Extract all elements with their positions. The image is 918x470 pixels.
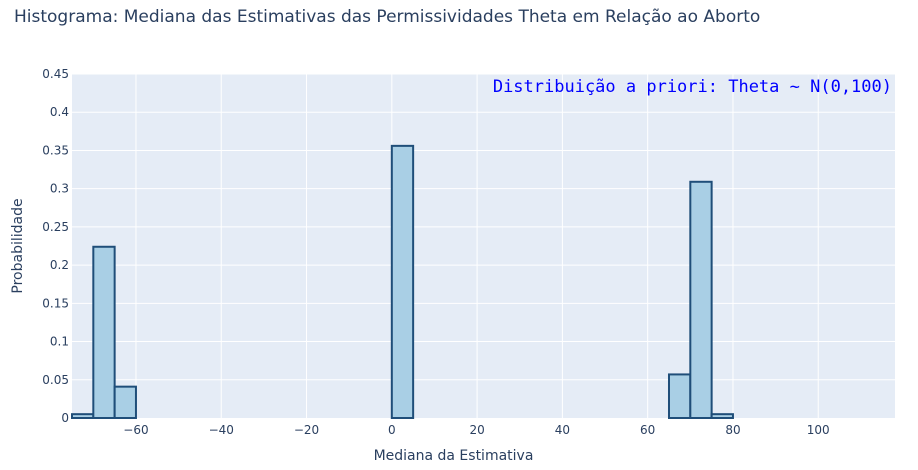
histogram-bar [113, 385, 137, 419]
histogram-bars [71, 144, 734, 419]
x-tick-label: 40 [555, 423, 570, 437]
x-tick-label: 20 [469, 423, 484, 437]
y-tick-label: 0.45 [42, 67, 69, 81]
histogram-bar [689, 180, 713, 419]
y-tick-label: 0.4 [50, 105, 69, 119]
y-tick-label: 0.25 [42, 220, 69, 234]
x-tick-label: −40 [209, 423, 234, 437]
y-tick-label: 0 [61, 411, 69, 425]
plot-background [72, 74, 895, 418]
x-tick-label: 0 [388, 423, 396, 437]
y-tick-label: 0.2 [50, 258, 69, 272]
histogram-bar [667, 373, 692, 419]
histogram-bar [71, 413, 95, 419]
x-axis-ticks: −60 −40 −20 0 20 40 60 80 100 [123, 423, 829, 437]
histogram-bar [710, 413, 734, 419]
histogram-bar [390, 144, 415, 419]
histogram-bar [92, 245, 116, 419]
y-tick-label: 0.15 [42, 296, 69, 310]
x-tick-label: 80 [725, 423, 740, 437]
grid-lines [72, 73, 895, 418]
x-tick-label: −20 [294, 423, 319, 437]
y-tick-label: 0.1 [50, 335, 69, 349]
y-axis-ticks: 0 0.05 0.1 0.15 0.2 0.25 0.3 0.35 0.4 0.45 [42, 67, 69, 425]
y-tick-label: 0.3 [50, 182, 69, 196]
y-tick-label: 0.05 [42, 373, 69, 387]
x-tick-label: 100 [807, 423, 830, 437]
chart-title: Histograma: Mediana das Estimativas das … [14, 7, 761, 27]
x-tick-label: 60 [640, 423, 655, 437]
prior-annotation: Distribuição a priori: Theta ~ N(0,100) [493, 77, 892, 97]
y-tick-label: 0.35 [42, 143, 69, 157]
x-axis-title: Mediana da Estimativa [374, 448, 534, 464]
x-tick-label: −60 [123, 423, 148, 437]
y-axis-title: Probabilidade [10, 198, 26, 293]
